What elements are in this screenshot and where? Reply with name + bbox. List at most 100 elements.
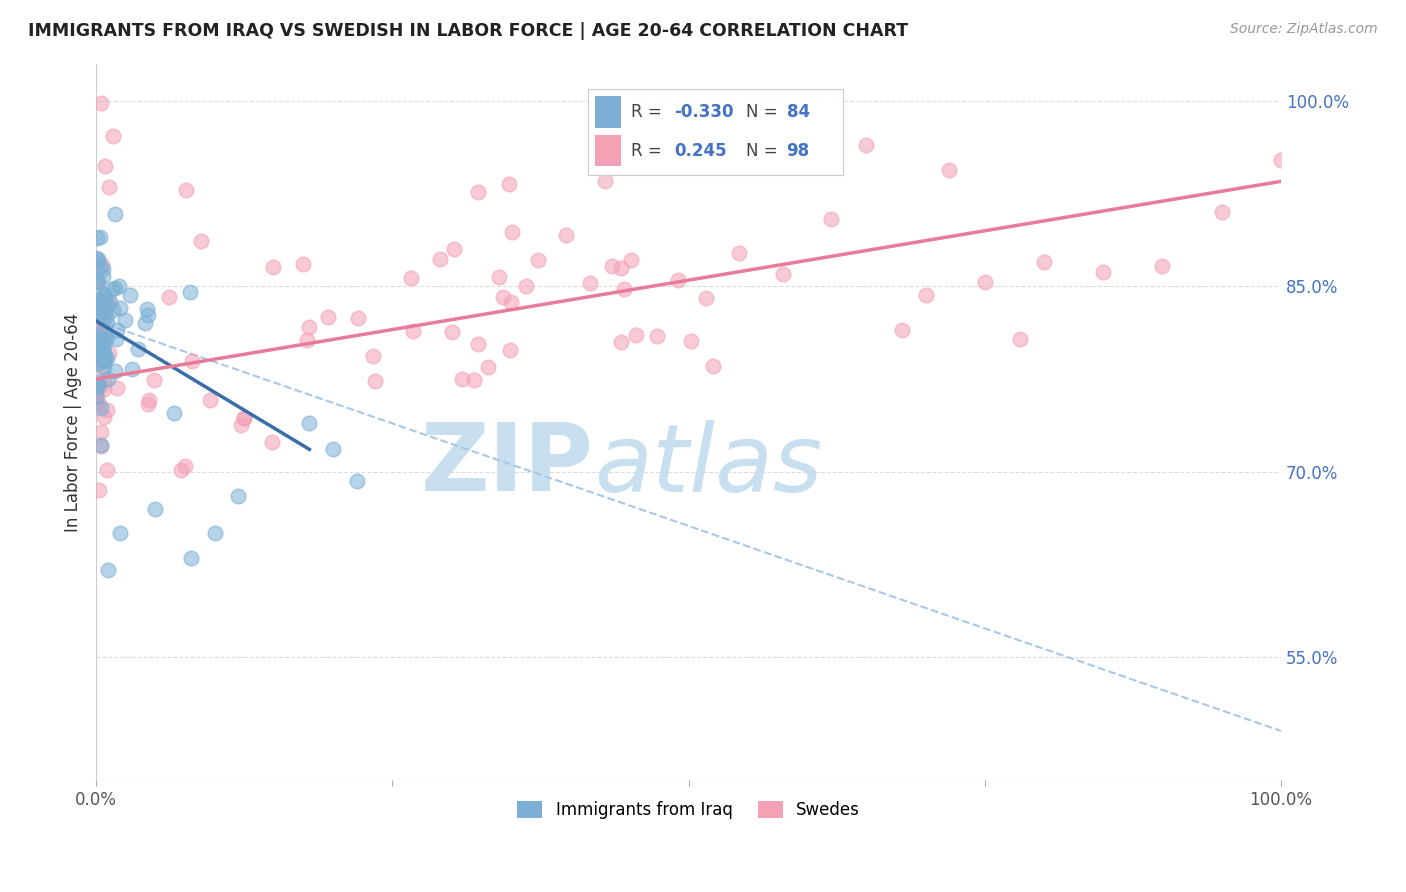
Point — [157, 290, 180, 304]
Point — [93, 286, 115, 301]
Point — [87, 375, 110, 389]
Text: Source: ZipAtlas.com: Source: ZipAtlas.com — [1230, 22, 1378, 37]
Point — [91, 313, 114, 327]
Point — [727, 245, 749, 260]
Point — [555, 228, 578, 243]
Point — [93, 374, 115, 388]
Point — [498, 177, 520, 191]
Point — [138, 393, 160, 408]
Point — [96, 402, 118, 417]
Point — [346, 474, 368, 488]
Point — [86, 231, 108, 245]
Point — [104, 280, 127, 294]
Point — [90, 401, 112, 415]
Point — [620, 253, 643, 268]
Point — [232, 410, 254, 425]
Point — [820, 211, 842, 226]
Point — [499, 343, 522, 358]
Point — [93, 342, 115, 356]
Point — [681, 334, 703, 348]
Point — [97, 346, 120, 360]
Point — [1270, 153, 1292, 167]
Point — [914, 288, 936, 302]
Point — [96, 310, 118, 324]
Point — [363, 349, 385, 363]
Point — [86, 356, 108, 370]
Point — [93, 410, 115, 425]
Point — [87, 397, 110, 411]
Point — [87, 322, 110, 336]
Point — [515, 279, 537, 293]
Point — [101, 282, 124, 296]
Point — [93, 359, 115, 374]
Point — [108, 279, 131, 293]
Point — [90, 439, 112, 453]
Point — [97, 293, 120, 308]
Point — [84, 304, 107, 318]
Point — [467, 337, 489, 351]
Point — [93, 350, 115, 364]
Point — [96, 463, 118, 477]
Point — [163, 406, 186, 420]
Point — [174, 458, 197, 473]
Point — [94, 331, 117, 345]
Point — [363, 374, 385, 388]
Point — [86, 251, 108, 265]
Point — [232, 411, 254, 425]
Point — [170, 463, 193, 477]
Point — [1152, 259, 1174, 273]
Point — [114, 313, 136, 327]
Point — [90, 258, 112, 272]
Point — [441, 326, 464, 340]
Point — [488, 269, 510, 284]
Point — [399, 270, 422, 285]
Point — [501, 294, 523, 309]
Point — [347, 310, 370, 325]
Point — [86, 334, 108, 349]
Point — [87, 337, 110, 351]
Point — [93, 289, 115, 303]
Point — [86, 252, 108, 266]
Point — [84, 389, 107, 403]
Point — [890, 323, 912, 337]
Point — [600, 259, 623, 273]
Point — [86, 340, 108, 354]
Point — [89, 483, 111, 498]
Point — [90, 96, 112, 111]
Point — [492, 290, 515, 304]
Point — [298, 319, 321, 334]
Point — [477, 360, 499, 375]
Point — [1092, 265, 1115, 279]
Point — [110, 301, 132, 316]
Point — [93, 382, 115, 396]
Point — [89, 332, 111, 346]
Point — [87, 254, 110, 268]
Point — [938, 163, 960, 178]
Point — [87, 335, 110, 350]
Point — [93, 303, 115, 318]
Point — [105, 332, 128, 346]
Point — [86, 293, 108, 308]
Point — [94, 293, 117, 308]
Point — [501, 225, 523, 239]
Point — [190, 235, 212, 249]
Point — [579, 277, 602, 291]
Point — [90, 350, 112, 364]
Point — [198, 393, 221, 408]
Point — [87, 295, 110, 310]
Point — [292, 257, 315, 271]
Point — [260, 435, 283, 450]
Point — [93, 289, 115, 303]
Point — [93, 159, 115, 173]
Point — [231, 417, 253, 432]
Point — [298, 416, 321, 430]
Point — [626, 328, 648, 343]
Point — [143, 373, 166, 387]
Point — [702, 359, 724, 374]
Text: atlas: atlas — [593, 419, 823, 510]
Point — [695, 291, 717, 305]
Point — [86, 351, 108, 365]
Point — [87, 300, 110, 314]
Point — [87, 306, 110, 320]
Point — [593, 174, 616, 188]
